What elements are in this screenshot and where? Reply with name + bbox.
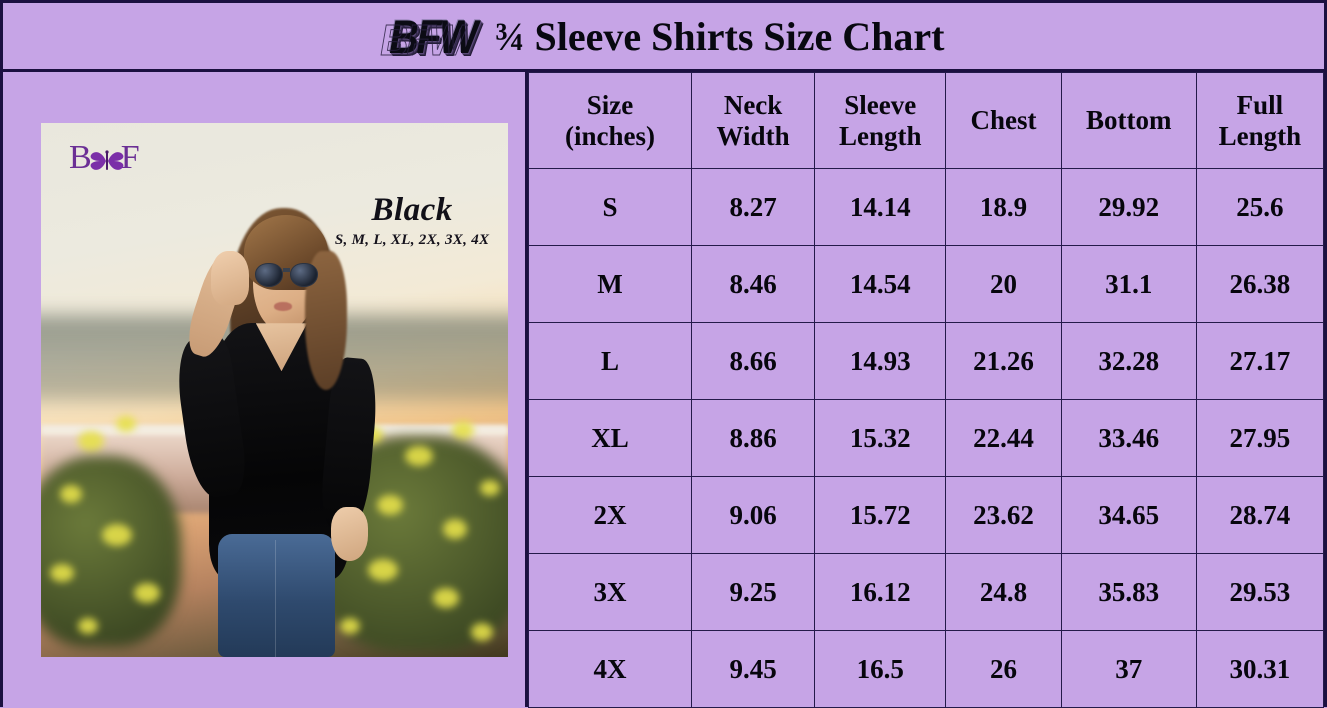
cell-full-length: 25.6: [1195, 168, 1325, 246]
size-table-container: Size (inches) Neck Width Sleeve Length Ches…: [528, 72, 1325, 708]
cell-full-length: 30.31: [1195, 630, 1325, 708]
cell-neck-width: 9.45: [690, 630, 816, 708]
column-header-bottom: Bottom: [1060, 72, 1197, 169]
cell-size: M: [528, 245, 692, 323]
cell-full-length: 28.74: [1195, 476, 1325, 554]
cell-neck-width: 8.27: [690, 168, 816, 246]
cell-full-length: 27.17: [1195, 322, 1325, 400]
cell-size: 4X: [528, 630, 692, 708]
cell-bottom: 37: [1060, 630, 1197, 708]
available-sizes-label: S, M, L, XL, 2X, 3X, 4X: [334, 232, 490, 249]
cell-neck-width: 8.46: [690, 245, 816, 323]
cell-full-length: 29.53: [1195, 553, 1325, 631]
cell-chest: 24.8: [945, 553, 1062, 631]
table-row: XL 8.86 15.32 22.44 33.46 27.95: [528, 399, 1325, 477]
logo-letter-b: B: [69, 139, 93, 177]
table-header-row: Size (inches) Neck Width Sleeve Length Ches…: [528, 72, 1325, 169]
cell-neck-width: 9.06: [690, 476, 816, 554]
table-row: M 8.46 14.54 20 31.1 26.38: [528, 245, 1325, 323]
cell-sleeve-length: 14.14: [814, 168, 947, 246]
cell-neck-width: 8.66: [690, 322, 816, 400]
model-jeans: [218, 534, 336, 657]
table-body: S 8.27 14.14 18.9 29.92 25.6 M 8.46 14.54 20 31.1 2…: [528, 168, 1325, 708]
cell-size: L: [528, 322, 692, 400]
model-lips: [273, 302, 293, 312]
cell-neck-width: 8.86: [690, 399, 816, 477]
column-header-size: Size (inches): [528, 72, 692, 169]
cell-chest: 23.62: [945, 476, 1062, 554]
cell-bottom: 32.28: [1060, 322, 1197, 400]
model-jeans-seam: [274, 539, 276, 657]
page-title: ¾ Sleeve Shirts Size Chart: [494, 13, 945, 59]
cell-neck-width: 9.25: [690, 553, 816, 631]
chart-title-bar: BFW BFW ¾ Sleeve Shirts Size Chart: [3, 3, 1324, 72]
cell-sleeve-length: 16.12: [814, 553, 947, 631]
table-row: 3X 9.25 16.12 24.8 35.83 29.53: [528, 553, 1325, 631]
model-figure: [41, 123, 508, 657]
cell-sleeve-length: 14.54: [814, 245, 947, 323]
product-photo: B F Black S, M, L, XL, 2X, 3X, 4: [41, 123, 508, 657]
cell-bottom: 29.92: [1060, 168, 1197, 246]
cell-full-length: 27.95: [1195, 399, 1325, 477]
table-row: 4X 9.45 16.5 26 37 30.31: [528, 630, 1325, 708]
cell-chest: 18.9: [945, 168, 1062, 246]
column-header-full-length: Full Length: [1195, 72, 1325, 169]
color-name-label: Black: [371, 192, 453, 229]
cell-sleeve-length: 15.72: [814, 476, 947, 554]
column-header-neck-width: Neck Width: [690, 72, 816, 169]
photo-caption: Black S, M, L, XL, 2X, 3X, 4X: [335, 192, 489, 249]
product-photo-panel: B F Black S, M, L, XL, 2X, 3X, 4: [3, 72, 528, 707]
cell-size: 3X: [528, 553, 692, 631]
cell-chest: 22.44: [945, 399, 1062, 477]
table-row: 2X 9.06 15.72 23.62 34.65 28.74: [528, 476, 1325, 554]
photo-background-flowers: [41, 411, 508, 657]
column-header-sleeve-length: Sleeve Length: [814, 72, 947, 169]
butterfly-icon: [90, 145, 124, 171]
bfw-logo-ghost: BFW: [379, 15, 465, 65]
cell-sleeve-length: 14.93: [814, 322, 947, 400]
cell-sleeve-length: 15.32: [814, 399, 947, 477]
cell-bottom: 31.1: [1060, 245, 1197, 323]
model-raised-hand: [211, 251, 249, 305]
cell-size: XL: [528, 399, 692, 477]
column-header-chest: Chest: [945, 72, 1062, 169]
logo-letter-f: F: [120, 139, 141, 177]
table-row: L 8.66 14.93 21.26 32.28 27.17: [528, 322, 1325, 400]
model-right-hand: [330, 507, 368, 561]
cell-bottom: 35.83: [1060, 553, 1197, 631]
cell-bottom: 34.65: [1060, 476, 1197, 554]
cell-bottom: 33.46: [1060, 399, 1197, 477]
cell-size: S: [528, 168, 692, 246]
bfw-logo-text: BFW: [388, 9, 478, 63]
cell-size: 2X: [528, 476, 692, 554]
cell-sleeve-length: 16.5: [814, 630, 947, 708]
photo-brand-logo: B F: [69, 139, 141, 177]
bfw-logo-wordmark: BFW BFW: [379, 9, 479, 63]
cell-full-length: 26.38: [1195, 245, 1325, 323]
model-sunglasses: [254, 262, 318, 288]
cell-chest: 20: [945, 245, 1062, 323]
cell-chest: 21.26: [945, 322, 1062, 400]
cell-chest: 26: [945, 630, 1062, 708]
table-row: S 8.27 14.14 18.9 29.92 25.6: [528, 168, 1325, 246]
size-table: Size (inches) Neck Width Sleeve Length Ches…: [528, 72, 1325, 708]
